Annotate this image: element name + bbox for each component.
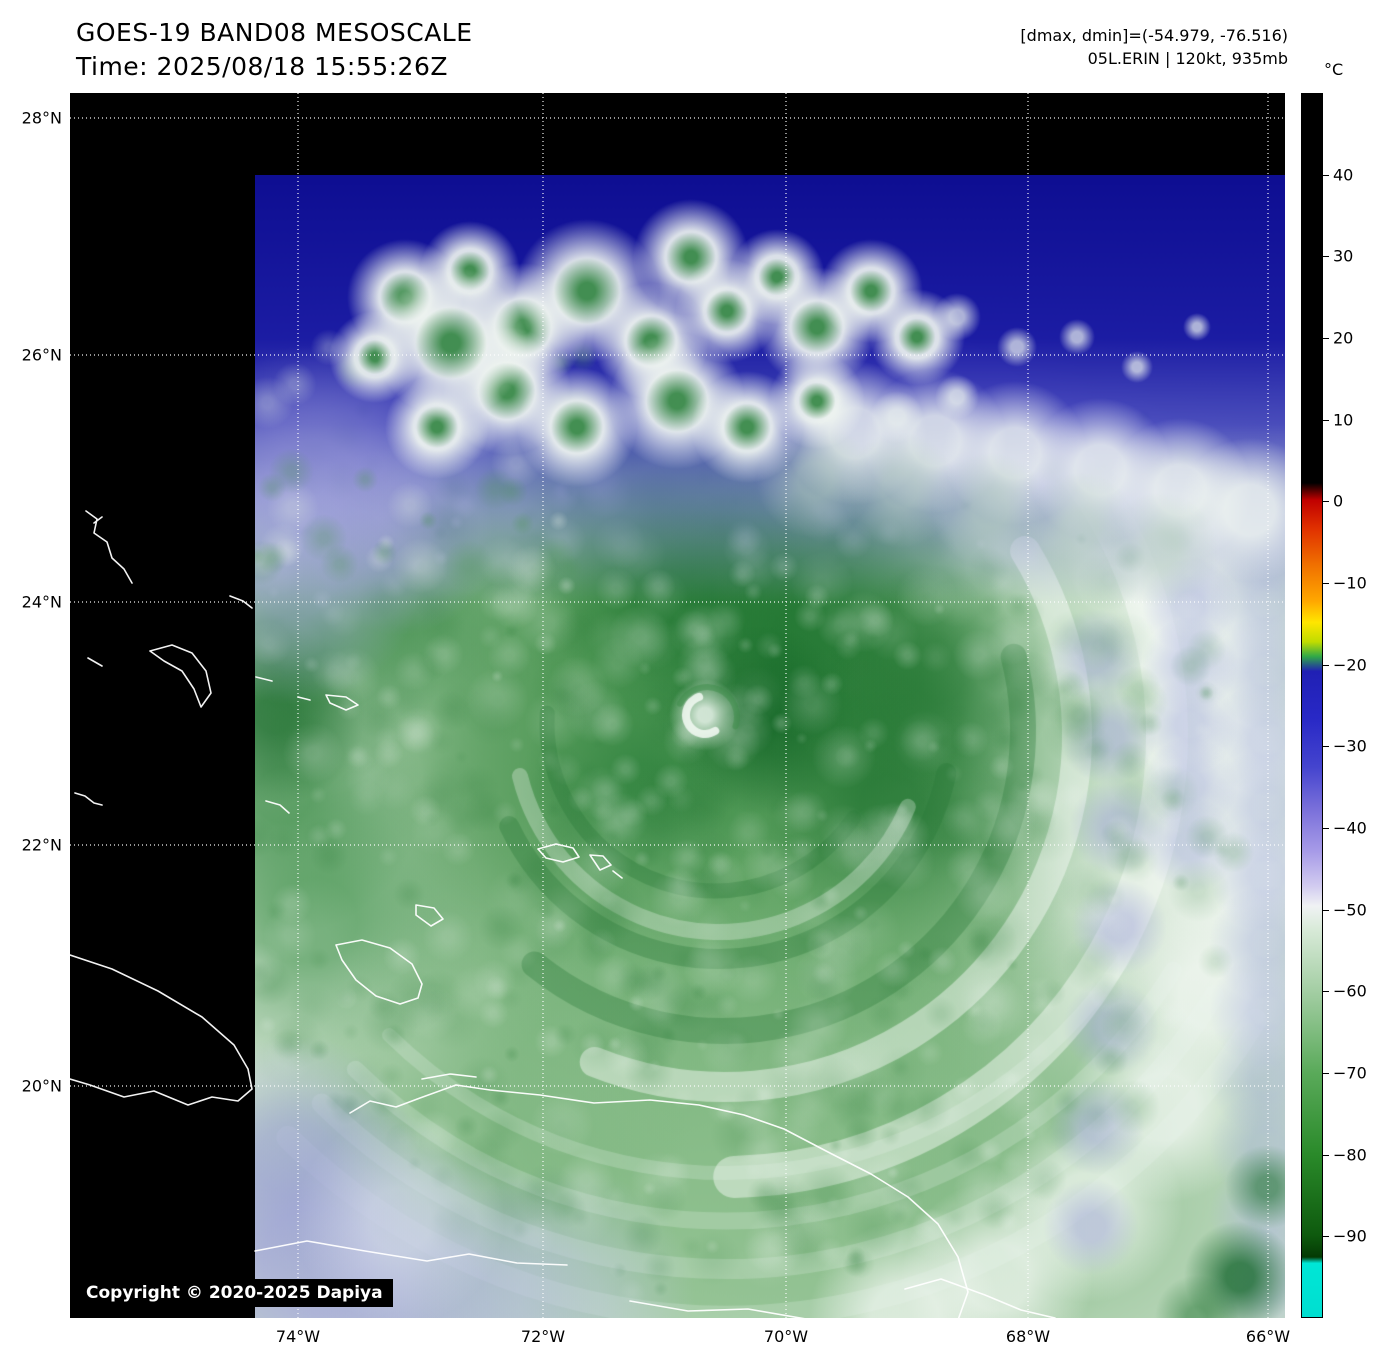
colorbar-tick bbox=[1323, 1073, 1329, 1074]
colorbar-tick bbox=[1323, 256, 1329, 258]
colorbar-tick-label: −10 bbox=[1333, 573, 1367, 593]
map-plot-area: Copyright © 2020-2025 Dapiya bbox=[70, 93, 1285, 1318]
lat-tick-label: 24°N bbox=[21, 592, 62, 612]
timestamp: Time: 2025/08/18 15:55:26Z bbox=[76, 52, 448, 81]
page-title: GOES-19 BAND08 MESOSCALE bbox=[76, 18, 473, 47]
coastline-hispaniola-south bbox=[629, 1300, 805, 1318]
lat-tick-label: 26°N bbox=[21, 345, 62, 365]
colorbar-tick-label: −70 bbox=[1333, 1063, 1367, 1083]
lon-tick-label: 68°W bbox=[1005, 1327, 1051, 1346]
colorbar-tick bbox=[1323, 338, 1329, 339]
colorbar-tick-label: −90 bbox=[1333, 1226, 1367, 1246]
lat-tick-label: 22°N bbox=[21, 835, 62, 855]
colorbar-tick-label: −40 bbox=[1333, 818, 1367, 838]
coastline-hispaniola-southeast bbox=[904, 1278, 1056, 1318]
coastline-little-inagua bbox=[415, 904, 444, 927]
coastline-bahamas-small-cays bbox=[74, 595, 311, 814]
colorbar-tick-label: −30 bbox=[1333, 736, 1367, 756]
colorbar-tick-label: −80 bbox=[1333, 1145, 1367, 1165]
colorbar-tick-label: 20 bbox=[1333, 328, 1354, 348]
colorbar-tick bbox=[1323, 991, 1329, 993]
gridlines bbox=[70, 93, 1285, 1318]
lon-tick-label: 66°W bbox=[1245, 1327, 1291, 1346]
colorbar-tick bbox=[1323, 828, 1329, 829]
colorbar-tick-label: 30 bbox=[1333, 246, 1354, 266]
colorbar-tick bbox=[1323, 909, 1329, 911]
coastline-turks-caicos bbox=[537, 843, 623, 879]
colorbar-tick bbox=[1323, 664, 1329, 666]
colorbar-tick-label: 0 bbox=[1333, 491, 1344, 511]
coastline-hispaniola-west bbox=[254, 1240, 568, 1266]
lon-tick-label: 70°W bbox=[763, 1327, 809, 1346]
storm-info-annotation: 05L.ERIN | 120kt, 935mb bbox=[1087, 49, 1288, 68]
colorbar-tick bbox=[1323, 1154, 1329, 1156]
dmax-dmin-annotation: [dmax, dmin]=(-54.979, -76.516) bbox=[1020, 26, 1288, 45]
colorbar-tick-label: −60 bbox=[1333, 981, 1367, 1001]
coastline-tortuga bbox=[421, 1073, 477, 1080]
colorbar-unit-label: °C bbox=[1324, 60, 1344, 79]
colorbar-tick bbox=[1323, 174, 1329, 176]
colorbar-tick-label: −20 bbox=[1333, 655, 1367, 675]
coastline-mayaguana bbox=[325, 694, 359, 711]
colorbar-tick bbox=[1323, 419, 1329, 421]
colorbar-tick bbox=[1323, 746, 1329, 748]
lon-tick-label: 74°W bbox=[275, 1327, 321, 1346]
lat-tick-label: 28°N bbox=[21, 108, 62, 128]
colorbar-tick-label: −50 bbox=[1333, 900, 1367, 920]
coastline-crooked-acklins bbox=[149, 644, 212, 708]
colorbar-tick bbox=[1323, 501, 1329, 503]
coastline-hispaniola-north bbox=[349, 1084, 969, 1318]
colorbar-tick-label: 40 bbox=[1333, 165, 1354, 185]
coastline-great-inagua bbox=[335, 939, 423, 1005]
coastlines bbox=[70, 510, 1056, 1318]
colorbar-tick-label: 10 bbox=[1333, 410, 1354, 430]
coastline-cuba bbox=[70, 954, 253, 1106]
copyright-badge: Copyright © 2020-2025 Dapiya bbox=[76, 1279, 393, 1307]
satellite-image bbox=[255, 175, 1285, 1318]
coastline-bahamas-long-island bbox=[85, 510, 133, 584]
colorbar-tick bbox=[1323, 1236, 1329, 1238]
lat-tick-label: 20°N bbox=[21, 1076, 62, 1096]
colorbar-tick bbox=[1323, 583, 1329, 584]
lon-tick-label: 72°W bbox=[520, 1327, 566, 1346]
temperature-colorbar bbox=[1301, 93, 1323, 1318]
map-overlay bbox=[70, 93, 1285, 1318]
